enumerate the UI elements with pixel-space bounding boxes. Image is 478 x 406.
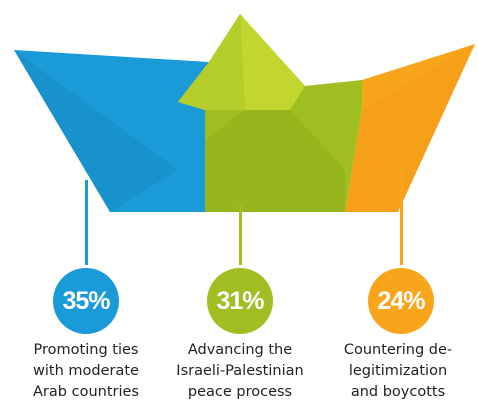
data-label-3: 24% <box>368 268 434 334</box>
category-label-3-line-2: legitimization <box>348 363 448 379</box>
category-label-2-line-3: peace process <box>187 384 293 400</box>
category-label-1-line-2: with moderate <box>33 363 139 379</box>
category-label-1-line-3: Arab countries <box>33 384 139 400</box>
category-label-3-line-1: Countering de- <box>343 342 453 358</box>
category-label-2-line-2: Israeli-Palestinian <box>176 363 304 379</box>
boat-shadow-orange <box>345 44 475 212</box>
boat-shadow-green-left <box>178 14 245 110</box>
category-label-2-line-1: Advancing the <box>187 342 293 358</box>
category-label-3: Countering de- legitimization and boycot… <box>318 340 478 403</box>
data-label-2: 31% <box>207 268 273 334</box>
category-label-1-line-1: Promoting ties <box>33 342 139 358</box>
connector-line-1 <box>85 180 88 265</box>
data-label-1: 35% <box>53 268 119 334</box>
connector-line-2 <box>239 205 242 265</box>
connector-line-3 <box>400 165 403 265</box>
boat-shadow-blue <box>14 50 178 212</box>
boat-shadow-green-right <box>240 14 305 110</box>
category-label-1: Promoting ties with moderate Arab countr… <box>6 340 166 403</box>
paper-boat-illustration <box>14 14 475 212</box>
boat-hull-fold-green <box>205 110 345 212</box>
category-label-3-line-3: and boycotts <box>350 384 446 400</box>
category-label-2: Advancing the Israeli-Palestinian peace … <box>160 340 320 403</box>
